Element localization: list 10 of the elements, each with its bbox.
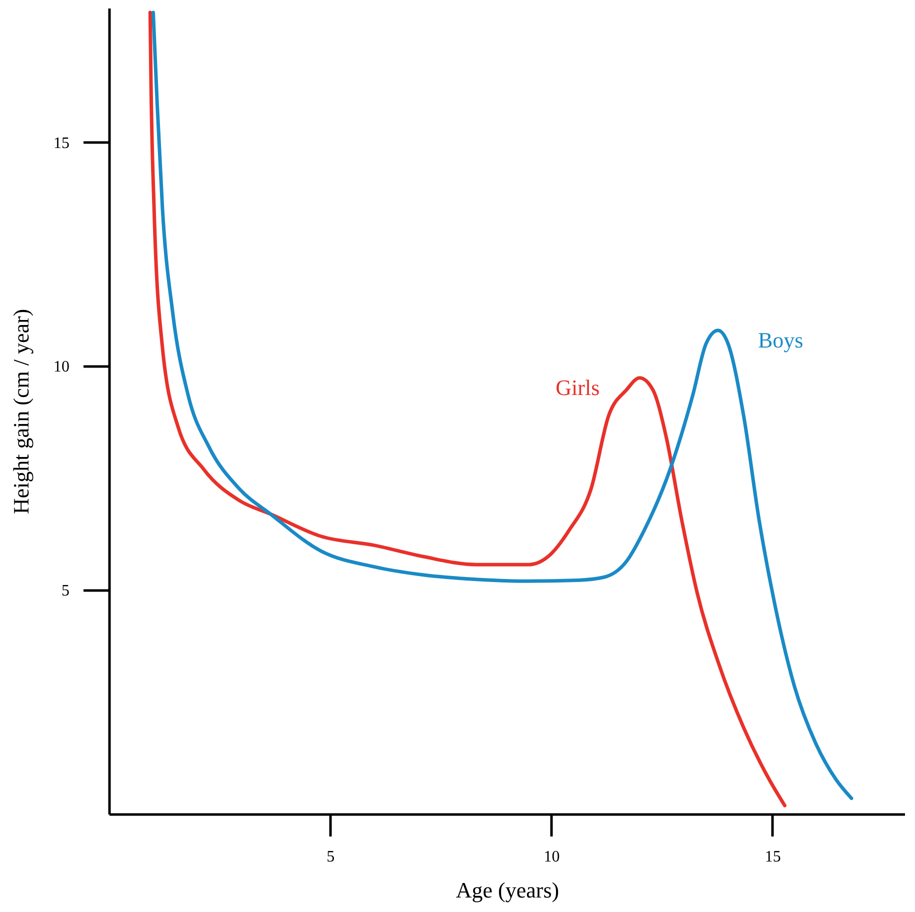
series-label: Girls <box>556 374 600 400</box>
y-tick-label: 10 <box>54 358 70 376</box>
y-tick-label: 5 <box>62 582 70 600</box>
x-tick-label: 10 <box>544 848 560 866</box>
y-tick-label: 15 <box>54 134 70 152</box>
y-axis-title: Height gain (cm / year) <box>8 308 34 514</box>
series-label: Boys <box>758 327 804 352</box>
x-tick-label: 5 <box>326 848 335 866</box>
x-tick-label: 15 <box>764 848 781 866</box>
x-axis-title: Age (years) <box>456 878 560 902</box>
